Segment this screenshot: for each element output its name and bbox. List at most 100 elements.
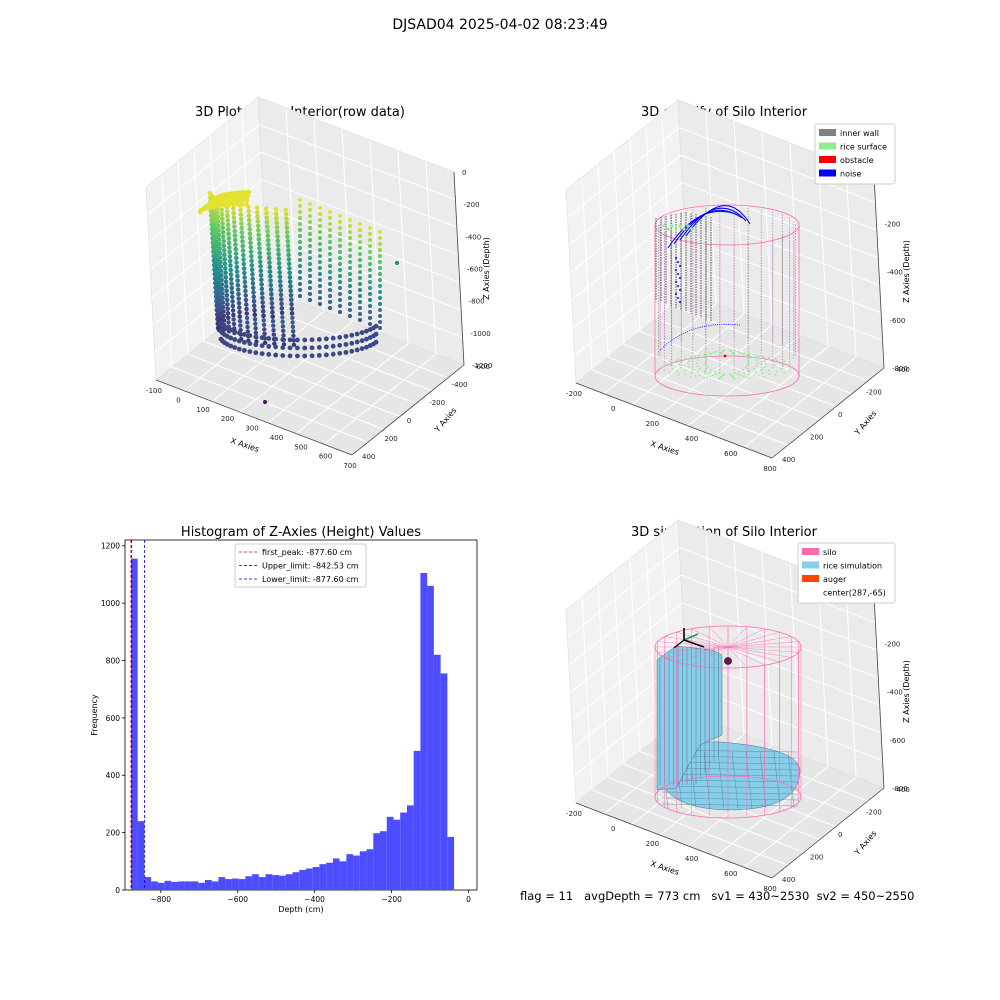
data-point	[328, 276, 332, 280]
noise-point	[679, 265, 681, 267]
y-tick-label: 1000	[101, 599, 120, 608]
data-point	[251, 290, 256, 295]
gridline	[645, 125, 657, 319]
data-point	[280, 353, 286, 358]
data-point	[213, 230, 218, 236]
silo-roof-wire	[727, 646, 748, 668]
histogram-bar	[312, 867, 320, 890]
data-point	[221, 304, 226, 310]
data-point	[219, 282, 225, 287]
histogram-bar	[265, 874, 273, 890]
x-tick-label: 0	[611, 825, 615, 833]
data-point	[328, 282, 332, 286]
data-point	[221, 234, 226, 239]
data-point	[254, 205, 260, 211]
noise-point	[675, 281, 677, 283]
legend-swatch	[819, 156, 836, 163]
rice-surface-point	[671, 367, 674, 370]
data-point	[253, 350, 259, 356]
gridline	[705, 110, 717, 304]
gridline	[761, 132, 773, 326]
gridline	[733, 121, 745, 315]
legend-label: inner wall	[840, 129, 879, 138]
data-point	[242, 284, 248, 289]
data-point	[288, 284, 293, 289]
rice-surface-point	[738, 370, 741, 373]
data-point	[368, 310, 372, 314]
data-point	[215, 266, 220, 272]
data-point	[330, 351, 336, 357]
data-point	[212, 212, 217, 218]
silo-center-marker	[724, 657, 732, 665]
y-tick-label: 800	[106, 656, 121, 665]
data-point	[308, 286, 312, 290]
data-point	[227, 258, 233, 264]
data-point	[220, 295, 225, 301]
data-point	[240, 197, 246, 203]
data-point	[244, 197, 250, 203]
data-point	[270, 309, 275, 315]
data-point	[245, 320, 250, 325]
rice-surface-point	[678, 224, 682, 228]
data-point	[285, 243, 291, 248]
data-point	[269, 300, 275, 306]
data-point	[277, 274, 283, 280]
rice-surface-point	[747, 363, 749, 366]
data-point	[238, 212, 244, 217]
data-point	[265, 237, 271, 243]
rice-surface-point	[676, 359, 679, 362]
panel-histogram: Histogram of Z-Axies (Height) Values −800…	[90, 525, 478, 914]
data-point	[225, 306, 230, 311]
data-point	[215, 262, 220, 267]
data-point	[323, 336, 329, 342]
data-point	[261, 318, 266, 323]
data-point	[274, 225, 280, 230]
rice-mesh-line	[717, 751, 725, 809]
gridline	[680, 574, 878, 651]
legend-box	[797, 542, 896, 604]
x-tick-label: -100	[146, 387, 162, 395]
data-point	[214, 248, 219, 254]
rice-surface-point	[706, 366, 709, 369]
rice-surface-point	[684, 373, 686, 375]
data-point	[268, 278, 273, 283]
data-point	[291, 342, 297, 347]
legend-label: obstacle	[840, 156, 874, 165]
z-axis-label: Z Axies (Depth)	[902, 240, 911, 303]
z-tick-label: -200	[885, 640, 901, 648]
data-point	[378, 296, 382, 300]
data-point	[247, 341, 253, 346]
rice-surface-point	[674, 227, 678, 231]
data-point	[269, 305, 275, 310]
histogram-bar	[447, 836, 455, 890]
data-point	[278, 279, 283, 284]
data-point	[328, 234, 332, 238]
histogram-bar	[245, 876, 253, 890]
data-point	[273, 207, 279, 212]
gridline	[629, 558, 641, 752]
data-point	[271, 332, 277, 337]
data-point	[215, 275, 221, 281]
data-point	[253, 326, 258, 331]
data-point	[235, 273, 240, 279]
rice-surface-point	[679, 361, 682, 364]
gridline	[177, 161, 189, 355]
data-point	[218, 255, 223, 260]
data-point	[308, 208, 312, 212]
data-point	[248, 240, 253, 245]
data-point	[214, 257, 220, 263]
data-point	[218, 320, 224, 326]
x-tick-label: 200	[221, 415, 234, 423]
x-tick-label: -200	[566, 810, 582, 818]
gridline	[659, 324, 773, 416]
data-point	[278, 288, 283, 293]
rice-surface-point	[748, 353, 750, 356]
data-point	[213, 239, 219, 245]
rice-surface-point	[679, 366, 682, 369]
data-point	[260, 300, 265, 305]
data-point	[298, 222, 302, 226]
data-point	[277, 265, 282, 271]
gridline	[323, 353, 437, 445]
y-tick-label: 0	[838, 831, 842, 839]
data-point	[273, 211, 279, 217]
